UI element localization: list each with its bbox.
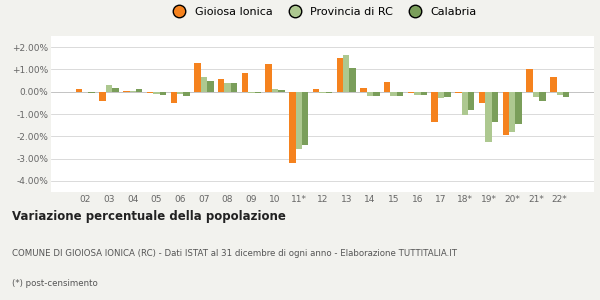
Bar	[123, 91, 130, 92]
Bar	[76, 89, 82, 92]
Bar	[438, 92, 445, 98]
Bar	[130, 91, 136, 92]
Legend: Gioiosa Ionica, Provincia di RC, Calabria: Gioiosa Ionica, Provincia di RC, Calabri…	[168, 7, 477, 17]
Bar	[492, 92, 498, 122]
Bar	[550, 77, 557, 92]
Text: COMUNE DI GIOIOSA IONICA (RC) - Dati ISTAT al 31 dicembre di ogni anno - Elabora: COMUNE DI GIOIOSA IONICA (RC) - Dati IST…	[12, 249, 457, 258]
Bar	[289, 92, 296, 163]
Bar	[136, 89, 142, 92]
Bar	[319, 92, 326, 93]
Bar	[461, 92, 468, 115]
Bar	[343, 55, 349, 92]
Bar	[88, 92, 95, 93]
Bar	[170, 92, 177, 103]
Bar	[397, 92, 403, 96]
Bar	[539, 92, 545, 100]
Bar	[337, 58, 343, 92]
Bar	[373, 92, 380, 96]
Text: Variazione percentuale della popolazione: Variazione percentuale della popolazione	[12, 210, 286, 223]
Bar	[254, 92, 261, 93]
Bar	[515, 92, 522, 124]
Text: (*) post-censimento: (*) post-censimento	[12, 279, 98, 288]
Bar	[278, 90, 284, 92]
Bar	[455, 92, 461, 93]
Bar	[100, 92, 106, 100]
Bar	[147, 92, 153, 93]
Bar	[421, 92, 427, 95]
Bar	[207, 81, 214, 92]
Bar	[160, 92, 166, 95]
Bar	[112, 88, 119, 92]
Bar	[106, 85, 112, 92]
Bar	[479, 92, 485, 103]
Bar	[384, 82, 391, 92]
Bar	[224, 83, 231, 92]
Bar	[218, 80, 224, 92]
Bar	[349, 68, 356, 92]
Bar	[533, 92, 539, 97]
Bar	[272, 89, 278, 92]
Bar	[200, 77, 207, 92]
Bar	[177, 92, 184, 94]
Bar	[468, 92, 475, 110]
Bar	[509, 92, 515, 132]
Bar	[445, 92, 451, 97]
Bar	[248, 92, 254, 93]
Bar	[431, 92, 438, 122]
Bar	[153, 92, 160, 94]
Bar	[361, 88, 367, 92]
Bar	[194, 63, 200, 92]
Bar	[367, 92, 373, 96]
Bar	[231, 83, 237, 92]
Bar	[242, 73, 248, 92]
Bar	[485, 92, 492, 142]
Bar	[326, 92, 332, 93]
Bar	[296, 92, 302, 148]
Bar	[313, 89, 319, 92]
Bar	[265, 64, 272, 92]
Bar	[563, 92, 569, 97]
Bar	[391, 92, 397, 96]
Bar	[414, 92, 421, 95]
Bar	[557, 92, 563, 95]
Bar	[184, 92, 190, 96]
Bar	[526, 69, 533, 92]
Bar	[302, 92, 308, 145]
Bar	[503, 92, 509, 135]
Bar	[408, 92, 414, 93]
